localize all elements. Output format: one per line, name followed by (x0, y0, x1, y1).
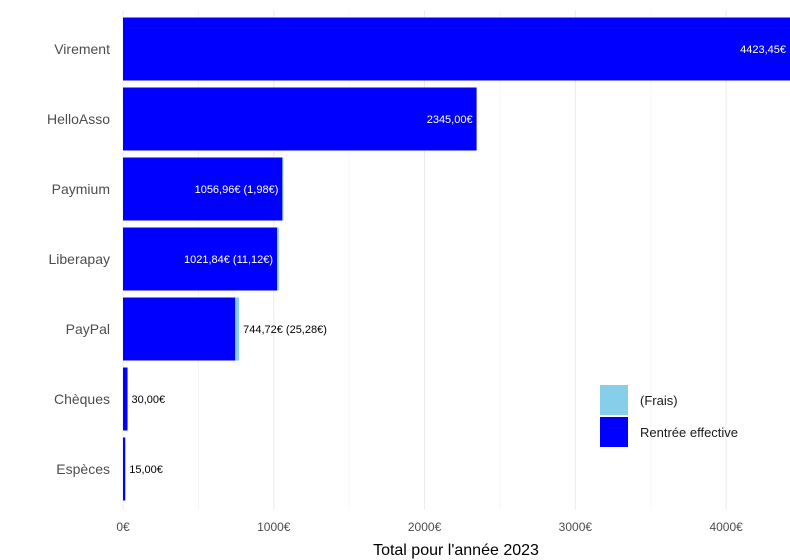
bar-rentree-0 (123, 17, 790, 81)
category-label-5: Chèques (54, 391, 110, 407)
x-tick-label-4: 4000€ (709, 520, 743, 534)
bar-rentree-2 (123, 157, 283, 221)
x-tick-label-0: 0€ (116, 520, 130, 534)
bar-rentree-3 (123, 227, 278, 291)
bar-labels: 4423,45€ 2345,00€ 1056,96€ (1,98€) 1021,84€… (129, 44, 786, 476)
bar-value-label-0: 4423,45€ (740, 44, 786, 56)
category-labels: Virement HelloAsso Paymium Liberapay PayPal C… (47, 41, 110, 477)
bar-value-label-1: 2345,00€ (427, 114, 473, 126)
bar-frais-3 (277, 227, 279, 291)
legend: (Frais) Rentrée effective (600, 385, 738, 447)
x-axis-title: Total pour l'année 2023 (373, 542, 539, 559)
bar-frais-2 (282, 157, 284, 221)
legend-label-rentree-effective: Rentrée effective (640, 425, 738, 440)
bar-rentree-1 (123, 87, 477, 151)
bar-rentree-4 (123, 297, 236, 361)
legend-swatch-rentree-effective (600, 417, 628, 447)
bar-value-label-6: 15,00€ (129, 464, 163, 476)
category-label-1: HelloAsso (47, 111, 110, 127)
category-label-4: PayPal (66, 321, 110, 337)
bar-value-label-4: 744,72€ (25,28€) (243, 324, 327, 336)
x-tick-label-2: 2000€ (408, 520, 442, 534)
bar-rentree-6 (123, 437, 126, 501)
bar-value-label-5: 30,00€ (132, 394, 166, 406)
category-label-6: Espèces (56, 461, 110, 477)
x-tick-labels: 0€ 1000€ 2000€ 3000€ 4000€ (116, 520, 743, 534)
legend-label-frais: (Frais) (640, 393, 678, 408)
category-label-0: Virement (54, 41, 110, 57)
x-tick-label-1: 1000€ (257, 520, 291, 534)
category-label-3: Liberapay (49, 251, 111, 267)
legend-swatch-frais (600, 385, 628, 415)
bar-frais-4 (235, 297, 240, 361)
bar-value-label-3: 1021,84€ (11,12€) (184, 254, 273, 266)
bars (123, 17, 790, 501)
category-label-2: Paymium (52, 181, 110, 197)
bar-rentree-5 (123, 367, 128, 431)
x-tick-label-3: 3000€ (559, 520, 593, 534)
bar-value-label-2: 1056,96€ (1,98€) (195, 184, 279, 196)
